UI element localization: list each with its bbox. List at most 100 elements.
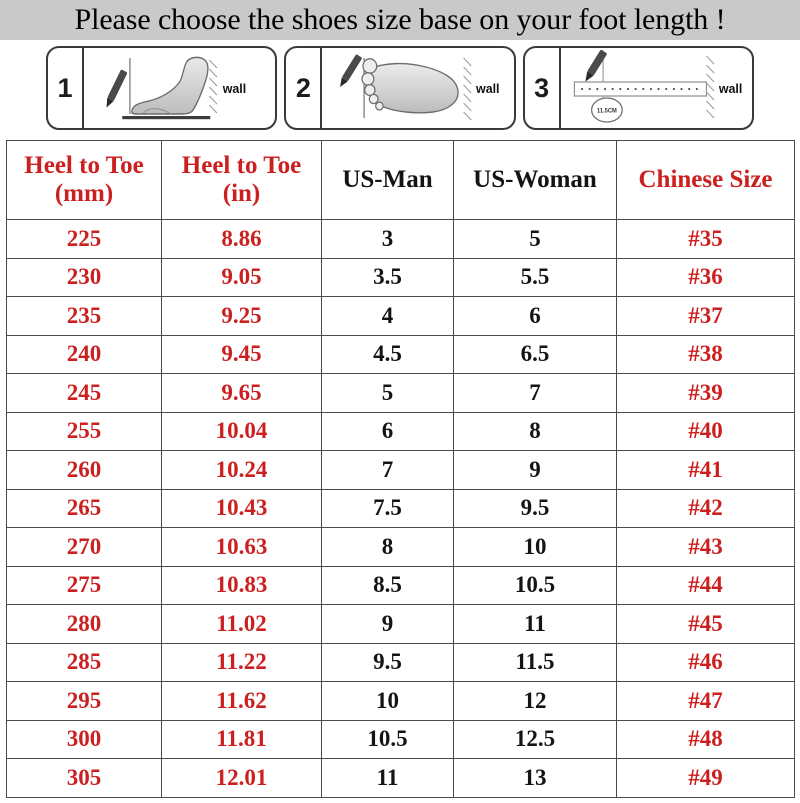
table-row: 270 10.63 8 10 #43 xyxy=(6,527,795,567)
cell-chinese-size: #45 xyxy=(616,604,795,644)
cell-us-woman: 7 xyxy=(453,373,617,413)
size-chart-table-wrapper: Heel to Toe (mm) Heel to Toe (in) US-Man… xyxy=(0,136,800,803)
cell-chinese-size: #39 xyxy=(616,373,795,413)
cell-us-man: 7 xyxy=(321,450,454,490)
cell-us-man: 10 xyxy=(321,681,454,721)
cell-chinese-size: #35 xyxy=(616,219,795,259)
column-header-us-woman: US-Woman xyxy=(453,140,617,220)
cell-heel-to-toe-in: 10.24 xyxy=(161,450,322,490)
cell-heel-to-toe-in: 10.63 xyxy=(161,527,322,567)
cell-chinese-size: #49 xyxy=(616,758,795,798)
cell-chinese-size: #36 xyxy=(616,257,795,297)
column-header-heel-to-toe-mm: Heel to Toe (mm) xyxy=(6,140,162,220)
cell-heel-to-toe-in: 11.81 xyxy=(161,719,322,759)
table-row: 235 9.25 4 6 #37 xyxy=(6,296,795,336)
instruction-panel-2: 2 xyxy=(284,46,516,130)
wall-label-2: wall xyxy=(475,81,499,96)
cell-us-man: 9 xyxy=(321,604,454,644)
cell-heel-to-toe-mm: 285 xyxy=(6,642,162,682)
table-row: 285 11.22 9.5 11.5 #46 xyxy=(6,642,795,682)
cell-chinese-size: #44 xyxy=(616,565,795,605)
cell-heel-to-toe-in: 11.62 xyxy=(161,681,322,721)
cell-chinese-size: #41 xyxy=(616,450,795,490)
cell-us-man: 7.5 xyxy=(321,488,454,528)
table-row: 265 10.43 7.5 9.5 #42 xyxy=(6,488,795,528)
cell-heel-to-toe-mm: 225 xyxy=(6,219,162,259)
instruction-panel-1: 1 xyxy=(46,46,278,130)
cell-heel-to-toe-in: 10.43 xyxy=(161,488,322,528)
cell-heel-to-toe-in: 10.04 xyxy=(161,411,322,451)
cell-heel-to-toe-in: 8.86 xyxy=(161,219,322,259)
cell-chinese-size: #43 xyxy=(616,527,795,567)
table-row: 305 12.01 11 13 #49 xyxy=(6,758,795,798)
cell-heel-to-toe-mm: 240 xyxy=(6,334,162,374)
cell-us-woman: 10.5 xyxy=(453,565,617,605)
column-header-us-man: US-Man xyxy=(321,140,454,220)
table-row: 280 11.02 9 11 #45 xyxy=(6,604,795,644)
cell-heel-to-toe-mm: 295 xyxy=(6,681,162,721)
cell-heel-to-toe-mm: 235 xyxy=(6,296,162,336)
table-body: 225 8.86 3 5 #35 230 9.05 3.5 5.5 #36 235 9.25 4 6 #… xyxy=(6,219,795,798)
step-number-2: 2 xyxy=(286,48,323,128)
cell-us-woman: 6.5 xyxy=(453,334,617,374)
cell-us-man: 4 xyxy=(321,296,454,336)
cell-heel-to-toe-in: 9.45 xyxy=(161,334,322,374)
column-header-heel-to-toe-in: Heel to Toe (in) xyxy=(161,140,322,220)
instruction-panel-3: 3 xyxy=(522,46,754,130)
table-row: 295 11.62 10 12 #47 xyxy=(6,681,795,721)
cell-heel-to-toe-mm: 305 xyxy=(6,758,162,798)
header-line-1: Heel to Toe xyxy=(24,152,144,179)
cell-us-man: 6 xyxy=(321,411,454,451)
cell-heel-to-toe-mm: 245 xyxy=(6,373,162,413)
cell-us-man: 8.5 xyxy=(321,565,454,605)
cell-us-man: 3.5 xyxy=(321,257,454,297)
table-row: 260 10.24 7 9 #41 xyxy=(6,450,795,490)
cell-heel-to-toe-mm: 260 xyxy=(6,450,162,490)
cell-heel-to-toe-in: 9.65 xyxy=(161,373,322,413)
column-header-chinese-size: Chinese Size xyxy=(616,140,795,220)
cell-us-woman: 12.5 xyxy=(453,719,617,759)
cell-heel-to-toe-mm: 230 xyxy=(6,257,162,297)
wall-label-1: wall xyxy=(222,81,246,96)
cell-us-man: 10.5 xyxy=(321,719,454,759)
cell-us-man: 9.5 xyxy=(321,642,454,682)
cell-us-woman: 6 xyxy=(453,296,617,336)
cell-chinese-size: #40 xyxy=(616,411,795,451)
cell-chinese-size: #37 xyxy=(616,296,795,336)
cell-us-man: 5 xyxy=(321,373,454,413)
header-line-1: Heel to Toe xyxy=(181,152,302,179)
instruction-panels: 1 xyxy=(0,40,800,136)
cell-us-woman: 10 xyxy=(453,527,617,567)
table-header-row: Heel to Toe (mm) Heel to Toe (in) US-Man… xyxy=(6,140,795,220)
table-row: 230 9.05 3.5 5.5 #36 xyxy=(6,257,795,297)
cell-us-woman: 12 xyxy=(453,681,617,721)
cell-heel-to-toe-in: 11.22 xyxy=(161,642,322,682)
cell-heel-to-toe-mm: 275 xyxy=(6,565,162,605)
step-number-1: 1 xyxy=(48,48,84,128)
cell-us-man: 8 xyxy=(321,527,454,567)
cell-heel-to-toe-in: 9.25 xyxy=(161,296,322,336)
cell-us-woman: 11.5 xyxy=(453,642,617,682)
table-row: 225 8.86 3 5 #35 xyxy=(6,219,795,259)
page-title: Please choose the shoes size base on you… xyxy=(74,3,726,36)
cell-us-woman: 9.5 xyxy=(453,488,617,528)
cell-us-woman: 13 xyxy=(453,758,617,798)
header-line-2: (in) xyxy=(222,180,261,207)
cell-heel-to-toe-in: 11.02 xyxy=(161,604,322,644)
cell-heel-to-toe-in: 9.05 xyxy=(161,257,322,297)
cell-us-woman: 11 xyxy=(453,604,617,644)
cell-heel-to-toe-in: 12.01 xyxy=(161,758,322,798)
cell-us-man: 4.5 xyxy=(321,334,454,374)
wall-label-3: wall xyxy=(718,81,742,96)
cell-us-woman: 5 xyxy=(453,219,617,259)
cell-heel-to-toe-mm: 300 xyxy=(6,719,162,759)
cell-us-man: 11 xyxy=(321,758,454,798)
cell-chinese-size: #46 xyxy=(616,642,795,682)
cell-chinese-size: #42 xyxy=(616,488,795,528)
cell-heel-to-toe-mm: 255 xyxy=(6,411,162,451)
cell-us-woman: 9 xyxy=(453,450,617,490)
foot-top-view-icon: wall xyxy=(322,48,513,128)
title-banner: Please choose the shoes size base on you… xyxy=(0,0,800,40)
cell-us-woman: 5.5 xyxy=(453,257,617,297)
cell-chinese-size: #48 xyxy=(616,719,795,759)
